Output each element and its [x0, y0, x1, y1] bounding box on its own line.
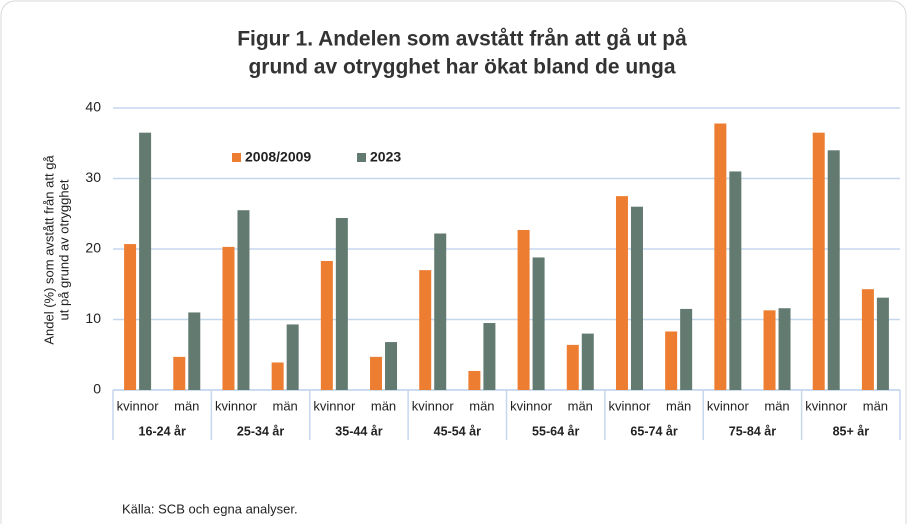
group-label: 16-24 år	[139, 424, 186, 438]
bar	[827, 150, 840, 390]
legend-swatch	[357, 153, 366, 162]
bar	[532, 257, 545, 390]
bar	[222, 246, 235, 390]
x-tick-label: kvinnor	[117, 398, 160, 413]
bar	[237, 210, 250, 390]
x-tick-label: kvinnor	[609, 398, 652, 413]
bar	[714, 123, 727, 390]
bar	[271, 362, 284, 390]
bar	[517, 229, 530, 390]
bar	[286, 324, 299, 390]
bar	[778, 308, 791, 390]
y-axis-title-line: Andel (%) som avstått från att gå	[41, 155, 56, 345]
x-tick-label: kvinnor	[707, 398, 750, 413]
group-label: 35-44 år	[335, 424, 382, 438]
chart-title: grund av otrygghet har ökat bland de ung…	[248, 56, 675, 79]
x-tick-label: män	[469, 398, 494, 413]
x-tick-label: kvinnor	[215, 398, 258, 413]
group-label: 25-34 år	[237, 424, 284, 438]
x-tick-label: män	[371, 398, 396, 413]
bar	[876, 297, 889, 390]
bar	[630, 206, 643, 390]
bar	[173, 356, 186, 390]
bar	[729, 171, 742, 390]
group-label: 55-64 år	[532, 424, 579, 438]
x-tick-label: män	[764, 398, 789, 413]
bar	[861, 289, 874, 390]
bar	[483, 323, 496, 390]
group-label: 45-54 år	[434, 424, 481, 438]
x-tick-label: män	[863, 398, 888, 413]
x-tick-label: män	[174, 398, 199, 413]
bar	[581, 333, 594, 390]
bar	[680, 308, 693, 390]
y-tick-label: 10	[85, 310, 101, 326]
legend-swatch	[232, 153, 241, 162]
bar	[385, 342, 398, 390]
x-tick-label: män	[666, 398, 691, 413]
bar	[320, 260, 333, 390]
bar	[665, 331, 678, 390]
bar	[419, 270, 432, 390]
source-note: Källa: SCB och egna analyser.	[122, 501, 298, 516]
x-tick-label: män	[568, 398, 593, 413]
x-tick-label: kvinnor	[510, 398, 553, 413]
y-axis-title-line: ut på grund av otrygghet	[56, 179, 71, 320]
y-axis-title: Andel (%) som avstått från att gå ut på …	[41, 155, 71, 345]
y-tick-label: 30	[85, 169, 101, 185]
bar	[763, 310, 776, 390]
bar	[812, 132, 825, 391]
bar	[139, 132, 152, 391]
y-tick-label: 40	[85, 99, 101, 115]
y-tick-label: 20	[85, 240, 101, 256]
bar	[335, 217, 348, 390]
group-label: 75-84 år	[729, 424, 776, 438]
bar	[434, 233, 447, 390]
group-label: 85+ år	[833, 424, 870, 438]
x-tick-label: män	[273, 398, 298, 413]
bar	[124, 244, 137, 390]
x-tick-label: kvinnor	[805, 398, 848, 413]
chart-title: Figur 1. Andelen som avstått från att gå…	[237, 28, 687, 51]
x-tick-label: kvinnor	[412, 398, 455, 413]
bar	[615, 196, 628, 390]
bar	[188, 312, 201, 390]
group-label: 65-74 år	[630, 424, 677, 438]
bar	[566, 344, 579, 390]
legend-label: 2008/2009	[245, 149, 311, 165]
bar	[468, 370, 481, 390]
x-tick-label: kvinnor	[313, 398, 356, 413]
legend-label: 2023	[370, 149, 401, 165]
bar	[370, 356, 383, 390]
y-tick-label: 0	[93, 381, 101, 397]
